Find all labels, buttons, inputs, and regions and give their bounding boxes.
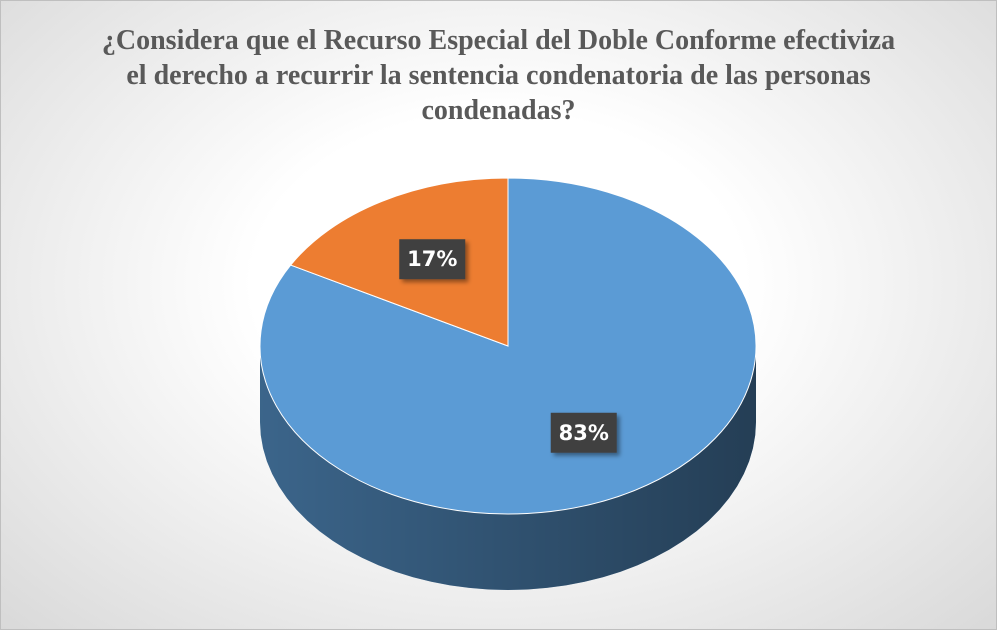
chart-title: ¿Considera que el Recurso Especial del D… <box>101 25 896 126</box>
data-label-box <box>399 239 466 280</box>
data-label: 83% <box>559 421 609 445</box>
slice-side-shade <box>260 346 756 590</box>
data-label-box <box>550 412 617 453</box>
data-label: 17% <box>407 247 457 271</box>
